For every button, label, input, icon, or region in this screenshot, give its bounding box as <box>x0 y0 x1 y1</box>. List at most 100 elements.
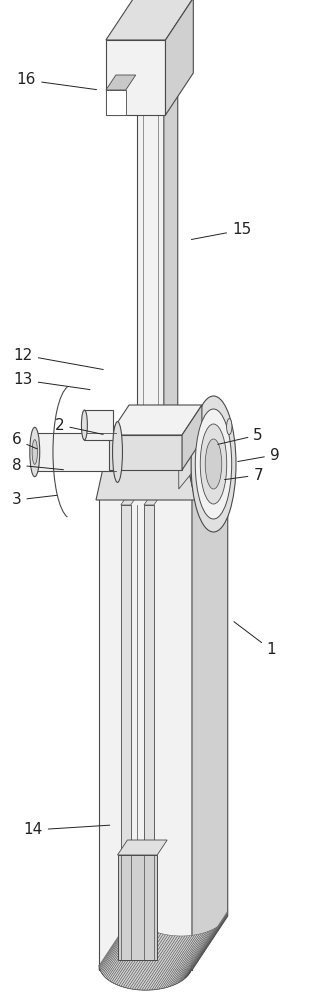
Polygon shape <box>166 0 193 115</box>
Polygon shape <box>100 914 136 969</box>
Polygon shape <box>159 935 197 989</box>
Polygon shape <box>164 933 202 988</box>
Polygon shape <box>100 916 137 972</box>
Polygon shape <box>164 24 178 455</box>
Polygon shape <box>109 405 202 435</box>
Polygon shape <box>184 924 221 979</box>
Polygon shape <box>137 45 164 455</box>
Polygon shape <box>106 40 166 115</box>
Polygon shape <box>187 921 223 977</box>
Polygon shape <box>168 932 206 987</box>
Polygon shape <box>186 923 222 978</box>
Polygon shape <box>178 928 215 983</box>
Polygon shape <box>100 915 136 970</box>
Polygon shape <box>190 916 227 972</box>
Polygon shape <box>99 912 135 968</box>
Polygon shape <box>84 410 113 440</box>
Polygon shape <box>144 936 183 990</box>
Polygon shape <box>113 929 151 984</box>
Polygon shape <box>191 915 227 970</box>
Polygon shape <box>135 935 173 990</box>
Polygon shape <box>99 490 192 970</box>
Ellipse shape <box>81 410 87 440</box>
Polygon shape <box>99 911 135 966</box>
Polygon shape <box>102 919 138 974</box>
Polygon shape <box>123 933 161 987</box>
Polygon shape <box>161 934 199 989</box>
Polygon shape <box>121 487 143 505</box>
Circle shape <box>200 424 227 504</box>
Polygon shape <box>190 918 226 973</box>
Circle shape <box>191 396 236 532</box>
Text: 5: 5 <box>218 428 263 444</box>
Polygon shape <box>147 936 185 990</box>
Polygon shape <box>157 935 195 989</box>
Text: 6: 6 <box>12 432 37 449</box>
Polygon shape <box>192 912 228 968</box>
Polygon shape <box>176 929 214 984</box>
Polygon shape <box>101 918 137 973</box>
Polygon shape <box>185 425 215 500</box>
Polygon shape <box>188 920 224 975</box>
Polygon shape <box>181 926 218 981</box>
Polygon shape <box>182 405 202 470</box>
Circle shape <box>205 439 222 489</box>
Polygon shape <box>106 0 193 40</box>
Polygon shape <box>109 926 146 981</box>
Ellipse shape <box>113 422 122 482</box>
Polygon shape <box>33 433 116 471</box>
Polygon shape <box>142 936 180 990</box>
Polygon shape <box>132 935 170 989</box>
Polygon shape <box>121 505 131 960</box>
Polygon shape <box>106 924 143 979</box>
Polygon shape <box>189 919 225 974</box>
Text: 14: 14 <box>24 822 110 838</box>
Polygon shape <box>109 435 182 470</box>
Text: 3: 3 <box>12 492 57 508</box>
Ellipse shape <box>30 427 40 477</box>
Polygon shape <box>137 936 175 990</box>
Polygon shape <box>104 921 140 977</box>
Polygon shape <box>170 931 208 986</box>
Polygon shape <box>137 24 178 45</box>
Polygon shape <box>106 90 126 115</box>
Polygon shape <box>118 840 167 855</box>
Polygon shape <box>139 936 178 990</box>
Polygon shape <box>166 933 204 987</box>
Ellipse shape <box>32 440 37 464</box>
Polygon shape <box>99 965 192 990</box>
Text: 13: 13 <box>14 372 90 390</box>
Polygon shape <box>107 925 144 980</box>
Text: 2: 2 <box>55 418 103 434</box>
Polygon shape <box>119 931 157 986</box>
Polygon shape <box>115 930 153 985</box>
Circle shape <box>227 419 232 435</box>
Text: 16: 16 <box>17 73 97 90</box>
Text: 15: 15 <box>191 223 251 239</box>
Polygon shape <box>103 920 139 975</box>
Polygon shape <box>183 925 220 980</box>
Text: 8: 8 <box>12 458 64 473</box>
Polygon shape <box>179 439 191 489</box>
Polygon shape <box>192 911 228 966</box>
Circle shape <box>195 409 232 519</box>
Polygon shape <box>117 931 155 985</box>
Polygon shape <box>99 436 228 490</box>
Polygon shape <box>144 505 154 960</box>
Polygon shape <box>106 75 136 90</box>
Polygon shape <box>149 936 188 990</box>
Polygon shape <box>174 930 212 985</box>
Polygon shape <box>112 928 149 983</box>
Polygon shape <box>105 923 141 978</box>
Text: 12: 12 <box>14 348 103 370</box>
Polygon shape <box>96 455 195 500</box>
Polygon shape <box>191 914 227 969</box>
Polygon shape <box>144 487 166 505</box>
Polygon shape <box>110 927 147 982</box>
Polygon shape <box>180 927 217 982</box>
Polygon shape <box>152 936 190 990</box>
Polygon shape <box>130 935 168 989</box>
Polygon shape <box>128 934 166 989</box>
Polygon shape <box>125 933 164 988</box>
Polygon shape <box>106 425 205 455</box>
